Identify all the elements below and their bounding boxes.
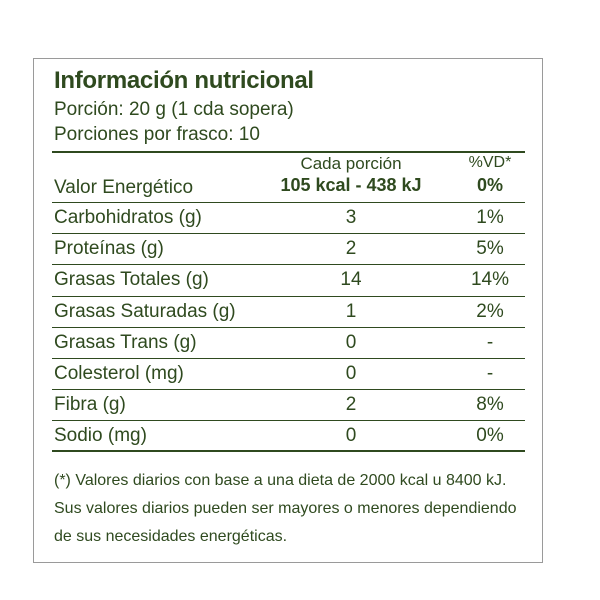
label-title: Información nutricional bbox=[54, 67, 314, 94]
nutrient-name: Fibra (g) bbox=[54, 394, 126, 416]
daily-value-column-header: %VD* bbox=[468, 154, 512, 171]
nutrient-daily-value: 0% bbox=[476, 425, 504, 447]
nutrition-facts-label: Información nutricional Porción: 20 g (1… bbox=[33, 58, 543, 563]
nutrient-daily-value: - bbox=[486, 362, 494, 384]
nutrient-daily-value: 2% bbox=[476, 300, 504, 322]
nutrient-daily-value: 5% bbox=[476, 238, 504, 260]
nutrient-name: Grasas Totales (g) bbox=[54, 269, 209, 291]
per-serving-column-header: Cada porción bbox=[300, 154, 402, 173]
nutrient-daily-value: 8% bbox=[476, 394, 504, 416]
nutrient-row: Colesterol (mg) 0 - bbox=[52, 357, 525, 389]
nutrient-name: Grasas Trans (g) bbox=[54, 331, 197, 353]
nutrient-amount: 2 bbox=[345, 238, 357, 260]
nutrient-row: Carbohidratos (g) 3 1% bbox=[52, 202, 525, 233]
nutrient-amount: 0 bbox=[345, 362, 357, 384]
nutrient-name: Proteínas (g) bbox=[54, 238, 164, 260]
daily-value-footnote: (*) Valores diarios con base a una dieta… bbox=[54, 472, 517, 545]
nutrient-row: Sodio (mg) 0 0% bbox=[52, 420, 525, 452]
nutrient-name: Sodio (mg) bbox=[54, 425, 147, 447]
nutrient-amount: 3 bbox=[345, 207, 357, 228]
energy-label: Valor Energético bbox=[54, 177, 194, 198]
nutrient-row: Grasas Trans (g) 0 - bbox=[52, 326, 525, 358]
nutrient-row: Fibra (g) 2 8% bbox=[52, 389, 525, 420]
serving-size: Porción: 20 g (1 cda sopera) bbox=[54, 99, 294, 120]
nutrient-table: Carbohidratos (g) 3 1% Proteínas (g) 2 5… bbox=[52, 202, 525, 452]
nutrient-amount: 0 bbox=[345, 331, 357, 353]
nutrient-daily-value: - bbox=[486, 331, 494, 353]
nutrient-amount: 1 bbox=[345, 300, 357, 322]
servings-per-container: Porciones por frasco: 10 bbox=[54, 124, 260, 145]
nutrient-amount: 14 bbox=[340, 269, 362, 291]
nutrient-daily-value: 1% bbox=[476, 207, 504, 228]
nutrient-row: Grasas Saturadas (g) 1 2% bbox=[52, 295, 525, 327]
nutrient-row: Proteínas (g) 2 5% bbox=[52, 233, 525, 264]
nutrient-amount: 0 bbox=[345, 425, 357, 447]
nutrient-name: Grasas Saturadas (g) bbox=[54, 300, 236, 322]
nutrient-name: Colesterol (mg) bbox=[54, 362, 184, 384]
energy-daily-value: 0% bbox=[476, 175, 503, 195]
nutrient-row: Grasas Totales (g) 14 14% bbox=[52, 264, 525, 295]
nutrient-daily-value: 14% bbox=[470, 269, 510, 291]
energy-value: 105 kcal - 438 kJ bbox=[280, 175, 422, 195]
nutrient-amount: 2 bbox=[345, 394, 357, 416]
nutrient-name: Carbohidratos (g) bbox=[54, 207, 202, 228]
header-divider bbox=[52, 151, 525, 153]
